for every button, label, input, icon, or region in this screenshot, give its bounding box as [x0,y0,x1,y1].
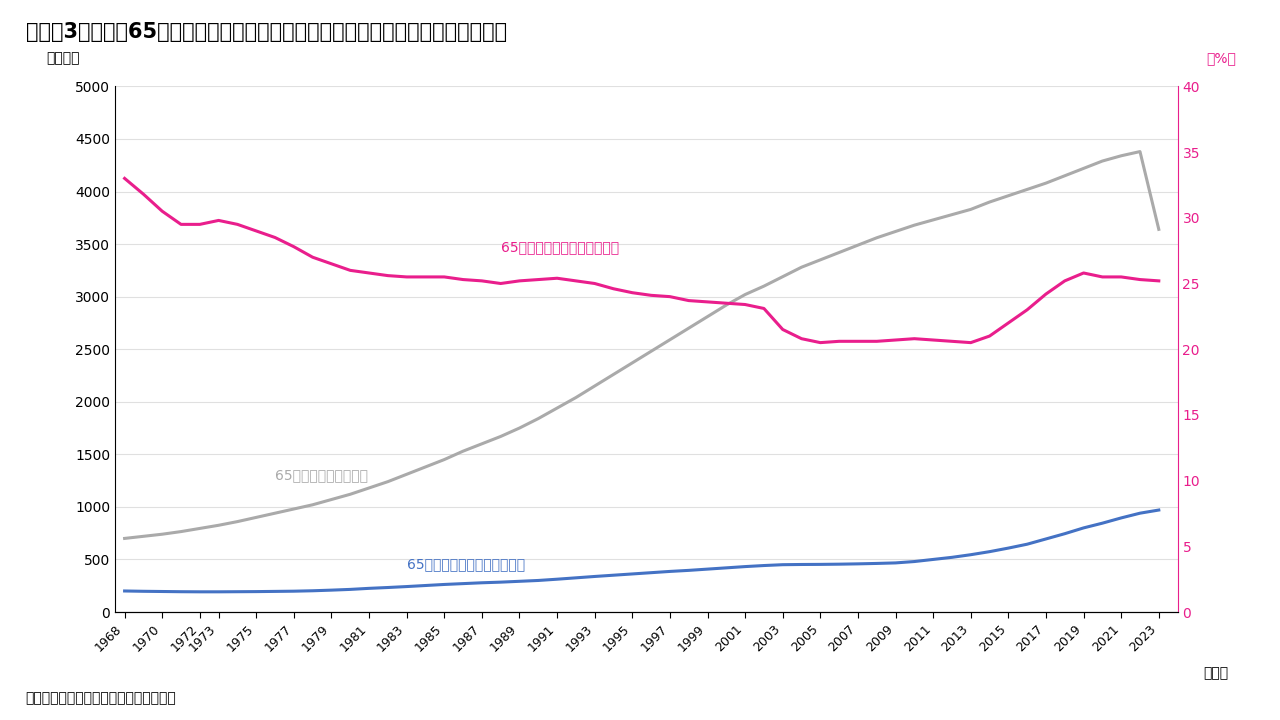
Text: 65歳以上の人口、左軸: 65歳以上の人口、左軸 [275,469,369,482]
Text: （図表3）日本：65歳以上の年齢グループにおける人口と労働力人口、労働参加率: （図表3）日本：65歳以上の年齢グループにおける人口と労働力人口、労働参加率 [26,22,507,42]
Text: 65歳以上の労働参加率、右軸: 65歳以上の労働参加率、右軸 [500,240,618,255]
Text: 65歳以上の労働力人口、左軸: 65歳以上の労働力人口、左軸 [407,557,525,571]
Text: （出所）厚生労働省よりインベスコ作成: （出所）厚生労働省よりインベスコ作成 [26,692,177,706]
Text: （%）: （%） [1206,51,1236,66]
Text: （万人）: （万人） [46,51,79,66]
Text: （年）: （年） [1203,666,1229,680]
